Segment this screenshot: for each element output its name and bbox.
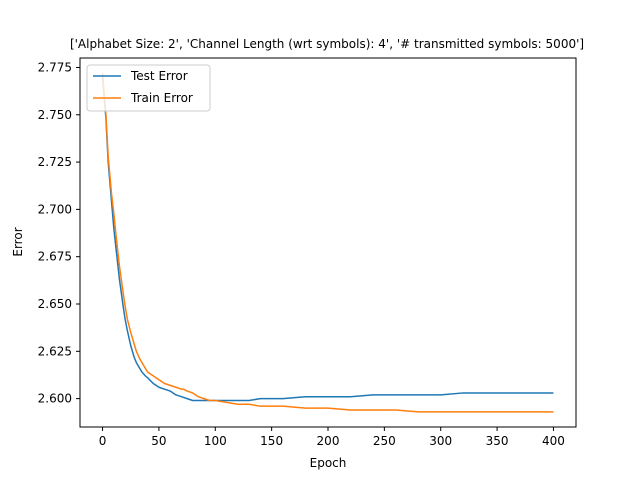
y-tick-label: 2.725 [38, 155, 72, 169]
x-axis-label: Epoch [310, 456, 347, 470]
series-line-train-error [101, 73, 554, 413]
plot-frame [79, 57, 577, 428]
y-tick-label: 2.625 [38, 344, 72, 358]
y-axis-label: Error [11, 227, 25, 256]
chart-title: ['Alphabet Size: 2', 'Channel Length (wr… [70, 37, 584, 51]
x-tick-label: 200 [317, 434, 340, 448]
x-axis-ticks: 0 50 100 150 200 250 300 350 400 [99, 427, 565, 448]
y-tick-label: 2.650 [38, 297, 72, 311]
series-line-test-error [101, 76, 554, 402]
y-tick-label: 2.775 [38, 60, 72, 74]
x-tick-label: 0 [99, 434, 107, 448]
plot-area [101, 73, 554, 413]
legend-entry: Train Error [130, 91, 193, 105]
y-tick-label: 2.600 [38, 392, 72, 406]
y-tick-label: 2.700 [38, 202, 72, 216]
x-tick-label: 250 [373, 434, 396, 448]
x-tick-label: 300 [429, 434, 452, 448]
x-tick-label: 350 [486, 434, 509, 448]
y-tick-label: 2.750 [38, 108, 72, 122]
x-tick-label: 50 [151, 434, 166, 448]
x-tick-label: 100 [204, 434, 227, 448]
x-tick-label: 150 [260, 434, 283, 448]
y-axis-ticks: 2.600 2.625 2.650 2.675 2.700 2.725 2.750 2.775 [38, 60, 80, 406]
y-tick-label: 2.675 [38, 250, 72, 264]
x-tick-label: 400 [542, 434, 565, 448]
legend: Test Error Train Error [86, 64, 211, 112]
legend-entry: Test Error [130, 69, 188, 83]
